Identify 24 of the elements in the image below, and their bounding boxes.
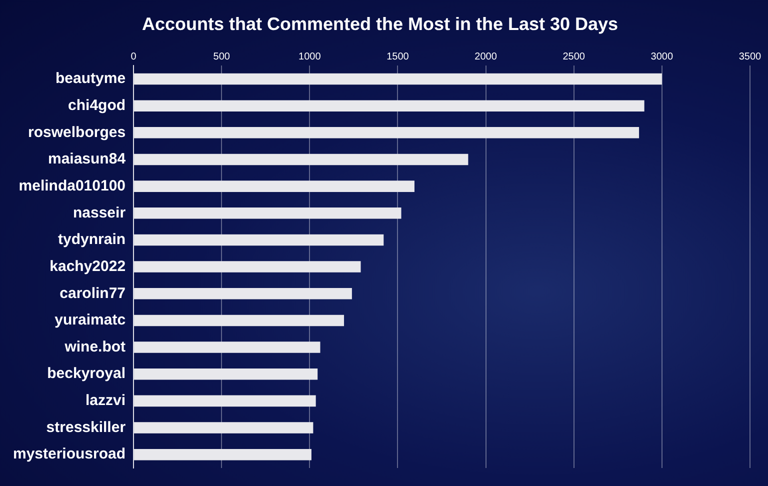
chart-title: Accounts that Commented the Most in the Last 30 Days (142, 14, 618, 34)
x-tick-label: 0 (130, 51, 137, 62)
y-tick-label: yuraimatc (54, 312, 126, 329)
y-tick-label: kachy2022 (50, 258, 126, 275)
y-tick-label: carolin77 (60, 284, 126, 302)
y-tick-label: tydynrain (58, 231, 126, 248)
x-tick-label: 3000 (650, 51, 674, 62)
y-tick-label: melinda010100 (18, 177, 126, 194)
x-tick-label: 3500 (738, 51, 762, 62)
x-tick-label: 1500 (386, 51, 410, 62)
y-tick-label: maiasun84 (48, 150, 126, 168)
y-tick-label: beckyroyal (47, 365, 126, 382)
x-tick-label: 1000 (298, 51, 322, 62)
y-tick-label: nasseir (72, 204, 126, 222)
y-tick-label: chi4god (68, 96, 126, 114)
x-tick-label: 2500 (562, 51, 586, 62)
y-tick-label: roswelborges (28, 124, 126, 141)
y-tick-label: mysteriousroad (12, 446, 126, 463)
y-tick-label: beautyme (56, 70, 126, 88)
y-tick-label: wine.bot (64, 338, 126, 356)
x-tick-label: 2000 (474, 51, 498, 62)
y-tick-label: stresskiller (46, 418, 126, 436)
y-tick-label: lazzvi (86, 392, 126, 410)
x-tick-label: 500 (213, 51, 230, 62)
